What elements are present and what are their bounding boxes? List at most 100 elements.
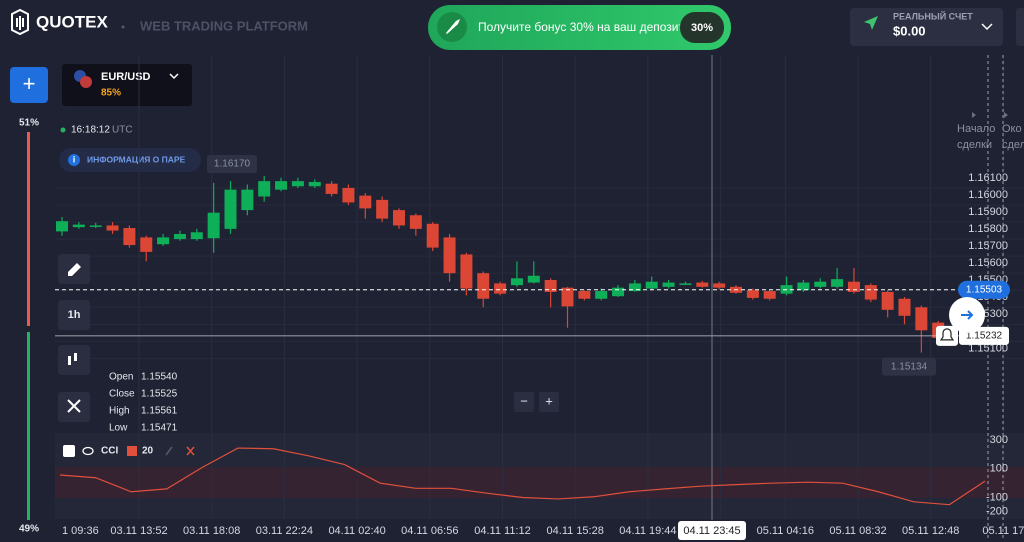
candle-body	[527, 275, 540, 283]
candle-body	[679, 283, 692, 285]
candle-body	[864, 285, 877, 300]
candle-body	[612, 287, 625, 297]
cci-remove[interactable]	[186, 446, 195, 456]
cci-visibility[interactable]	[82, 446, 94, 456]
x-tick-label: 03.11 13:52	[110, 525, 167, 537]
candle-body	[746, 290, 759, 298]
candle-body	[713, 283, 726, 288]
indicators-button[interactable]	[58, 392, 90, 422]
x-tick-label: 04.11 02:40	[328, 525, 385, 537]
candle-body	[308, 181, 321, 187]
trade-marker-start: сделки	[957, 139, 992, 151]
candle-body	[190, 232, 203, 240]
chart-type-button[interactable]	[58, 345, 90, 375]
max-label: 1.16170	[214, 159, 251, 170]
separator	[121, 25, 125, 29]
side-button[interactable]	[1016, 8, 1024, 46]
info-label: ИНФОРМАЦИЯ О ПАРЕ	[87, 154, 186, 164]
candle-body	[207, 212, 220, 239]
up-percent: 51%	[19, 118, 39, 129]
timezone: UTC	[112, 125, 133, 136]
cci-tick-label: -200	[986, 506, 1008, 518]
x-tick-label: 04.11 11:12	[474, 525, 530, 537]
x-tick-label: 05.11 12:48	[902, 525, 959, 537]
candle-body	[123, 228, 136, 246]
ohlc-legend: Open 1.15540 Close 1.15525 High 1.15561 Low 1.1…	[109, 372, 178, 434]
logo[interactable]: QUOTEX	[11, 8, 108, 36]
add-button[interactable]: +	[10, 67, 48, 103]
candle-body	[359, 195, 372, 209]
candle-body	[393, 210, 405, 226]
candle-body	[89, 225, 102, 227]
candle-body	[140, 237, 153, 252]
candle-body	[443, 237, 456, 274]
candle-body	[224, 189, 237, 229]
candle-body	[561, 287, 574, 307]
x-tick-label: 04.11 06:56	[401, 525, 458, 537]
y-tick-label: 1.15700	[968, 240, 1008, 252]
asset-name: EUR/USD	[101, 71, 151, 83]
candle-body	[797, 282, 810, 291]
zoom-out[interactable]: −	[514, 392, 534, 412]
cci-name: CCI	[101, 446, 118, 457]
info-button[interactable]: i ИНФОРМАЦИЯ О ПАРЕ	[59, 148, 201, 172]
x-tick-label: 03.11 18:08	[183, 525, 240, 537]
bonus-banner[interactable]: Получите бонус 30% на ваш депозит 30%	[428, 5, 731, 50]
cci-period: 20	[142, 446, 154, 457]
cci-edit[interactable]	[165, 446, 173, 456]
x-tick-label: 05.11 08:32	[829, 525, 886, 537]
candle-body	[662, 282, 675, 287]
candle-body	[241, 189, 254, 211]
candle-body	[628, 283, 641, 292]
max-label-box	[207, 155, 257, 174]
payout: 85%	[101, 88, 121, 99]
candle-body	[814, 281, 827, 287]
ohlc-label: Close	[109, 389, 135, 400]
account-type: РЕАЛЬНЫЙ СЧЕТ	[893, 10, 973, 21]
min-label: 1.15134	[891, 361, 928, 372]
candle-body	[409, 215, 422, 229]
scroll-latest-button[interactable]	[949, 297, 985, 333]
alert-bell-icon	[939, 328, 955, 341]
ohlc-value: 1.15471	[141, 423, 178, 434]
zoom-in[interactable]: +	[539, 392, 559, 412]
ohlc-label: High	[109, 406, 130, 417]
info-icon: i	[73, 154, 76, 164]
candle-body	[325, 183, 338, 194]
ohlc-value: 1.15540	[141, 372, 178, 383]
alert-bell-box	[936, 325, 958, 346]
down-percent: 49%	[19, 524, 39, 535]
timeframe: 1h	[68, 309, 81, 321]
candle-body	[72, 224, 85, 228]
y-tick-label: 1.15800	[968, 223, 1008, 235]
ohlc-value: 1.15561	[141, 406, 178, 417]
marker-arrow	[972, 112, 1008, 118]
trade-marker-start: Начало	[957, 123, 995, 135]
candle-body	[258, 181, 271, 197]
timeframe-button[interactable]: 1h	[58, 300, 90, 330]
candle-body	[275, 181, 288, 190]
cci-color[interactable]	[127, 446, 137, 456]
cci-toggle[interactable]	[63, 445, 75, 457]
trade-marker-end: Око	[1002, 123, 1022, 135]
candle-body	[645, 281, 658, 289]
logo-text: QUOTEX	[36, 12, 108, 31]
alert-bell[interactable]	[936, 325, 958, 346]
x-tick-label: 03.11 22:24	[256, 525, 313, 537]
account-selector[interactable]: РЕАЛЬНЫЙ СЧЕТ $0.00	[850, 8, 1003, 46]
x-tick-label: 04.11 19:44	[619, 525, 676, 537]
candle-body	[831, 279, 844, 287]
candle-body	[915, 307, 928, 331]
add-button-label: +	[23, 71, 36, 96]
candle-body	[510, 278, 523, 286]
candle-body	[881, 291, 894, 310]
candle-body	[376, 199, 389, 219]
draw-tool[interactable]	[58, 254, 90, 284]
y-tick-label: 1.15600	[968, 257, 1008, 269]
candle-body	[342, 187, 355, 203]
bonus-badge: 30%	[691, 22, 713, 34]
asset-selector[interactable]: EUR/USD 85%	[62, 64, 192, 106]
cci-legend: CCI 20	[63, 445, 195, 457]
